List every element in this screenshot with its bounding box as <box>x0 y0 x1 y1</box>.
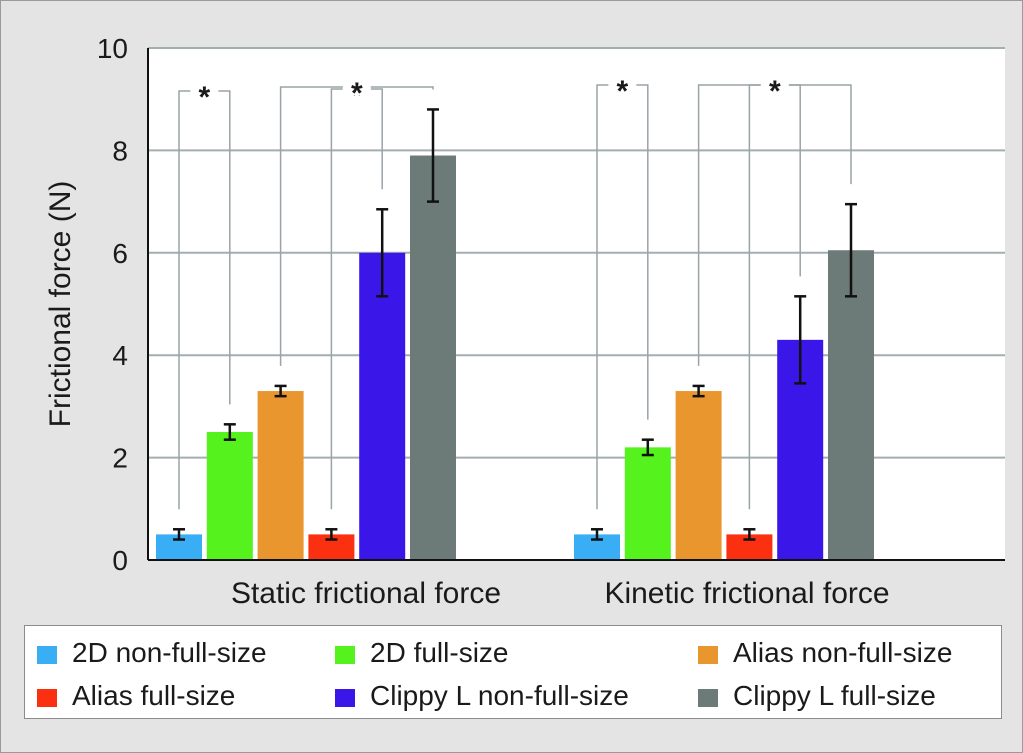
x-group-labels: Static frictional force Kinetic frictiona… <box>231 577 890 610</box>
significance-bracket: * <box>697 71 852 366</box>
legend-swatch <box>698 646 718 664</box>
x-group-label: Static frictional force <box>231 577 501 610</box>
y-axis-label: Frictional force (N) <box>44 181 77 428</box>
legend-swatch <box>37 689 57 707</box>
bars <box>156 108 874 561</box>
significance-bracket: * <box>596 71 649 510</box>
bracket-gap <box>608 71 637 93</box>
error-bar <box>591 528 603 541</box>
significance-brackets: ****** <box>178 71 852 510</box>
legend-label: Clippy L non-full-size <box>370 680 629 711</box>
bar <box>675 391 722 560</box>
x-group-label: Kinetic frictional force <box>604 577 889 610</box>
error-bar <box>427 108 439 203</box>
legend-label: Alias full-size <box>72 680 236 711</box>
y-tick-label: 4 <box>112 340 128 371</box>
legend-label: 2D non-full-size <box>72 637 267 668</box>
legend-swatch <box>335 689 355 707</box>
error-bar <box>325 528 338 541</box>
error-bar <box>376 208 389 298</box>
bracket-gap <box>760 71 789 93</box>
legend-label: Clippy L full-size <box>733 680 936 711</box>
error-bar <box>794 295 807 385</box>
significance-marker: * <box>199 81 211 114</box>
bar <box>624 447 671 560</box>
significance-bracket: * <box>279 73 434 366</box>
bar <box>359 252 406 561</box>
bracket-gap <box>342 73 371 95</box>
error-bar <box>223 423 236 441</box>
bar <box>828 250 874 561</box>
error-bar <box>845 202 857 298</box>
legend-swatch <box>37 646 57 664</box>
legend-swatch <box>335 646 355 664</box>
y-tick-label: 0 <box>112 545 128 576</box>
error-bar <box>743 528 756 541</box>
legend-label: 2D full-size <box>370 637 509 668</box>
bar <box>206 432 253 560</box>
significance-bracket: * <box>178 77 231 510</box>
bracket-gap <box>190 77 219 99</box>
bar <box>410 155 456 560</box>
error-bar <box>274 384 287 398</box>
y-tick-label: 10 <box>97 33 128 64</box>
bar <box>257 391 304 560</box>
y-tick-label: 2 <box>112 443 128 474</box>
error-bar <box>692 384 705 398</box>
significance-marker: * <box>351 77 363 110</box>
y-tick-labels: 0 2 4 6 8 10 <box>97 33 128 576</box>
y-tick-label: 8 <box>112 135 128 166</box>
error-bar <box>641 438 654 457</box>
legend-label: Alias non-full-size <box>733 637 953 668</box>
axes <box>147 48 1005 561</box>
legend-swatch <box>698 689 718 707</box>
significance-marker: * <box>769 75 781 108</box>
error-bar <box>173 528 185 541</box>
legend: 2D non-full-size 2D full-size Alias non-fu… <box>24 625 1002 719</box>
significance-marker: * <box>617 75 629 108</box>
y-tick-label: 6 <box>112 238 128 269</box>
